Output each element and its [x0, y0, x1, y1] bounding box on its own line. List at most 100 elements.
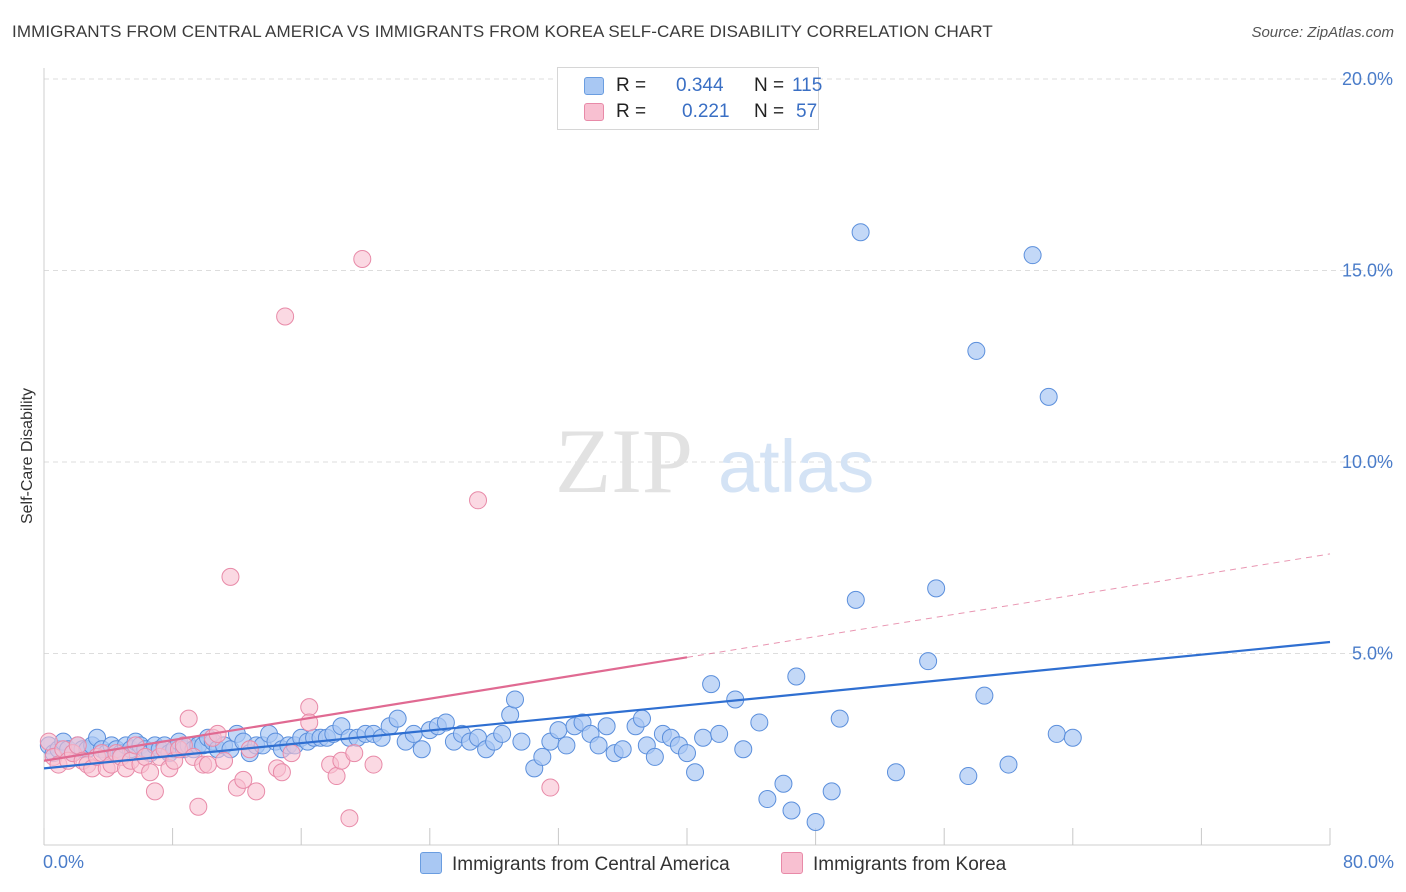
data-point-central-america — [436, 713, 455, 732]
data-point-central-america — [830, 709, 849, 728]
y-tick-labels: 5.0% 10.0% 15.0% 20.0% — [1342, 69, 1393, 664]
data-point-central-america — [404, 724, 423, 743]
data-point-central-america — [806, 813, 825, 832]
data-point-central-america — [589, 736, 608, 755]
legend-n-label: N = — [754, 101, 785, 122]
bottom-legend-korea: Immigrants from Korea — [781, 852, 1006, 876]
data-point-central-america — [967, 341, 986, 360]
data-point-korea — [141, 763, 160, 782]
data-point-central-america — [645, 747, 664, 766]
bottom-legend-label: Immigrants from Korea — [813, 854, 1007, 875]
bottom-legend-central-america: Immigrants from Central America — [420, 852, 730, 876]
data-point-central-america — [758, 790, 777, 809]
data-point-korea — [145, 782, 164, 801]
data-point-central-america — [1023, 246, 1042, 265]
watermark: ZIP atlas — [555, 410, 874, 512]
data-point-korea — [345, 744, 364, 763]
x-tick-min: 0.0% — [43, 852, 85, 872]
trend-lines — [43, 553, 1331, 770]
data-point-korea — [68, 736, 87, 755]
data-point-korea — [353, 250, 372, 269]
bottom-legend-swatch-blue — [420, 852, 442, 874]
data-point-central-america — [1039, 387, 1058, 406]
data-point-korea — [189, 797, 208, 816]
data-point-central-america — [694, 728, 713, 747]
data-point-central-america — [1063, 728, 1082, 747]
data-point-central-america — [999, 755, 1018, 774]
legend-r-value: 0.344 — [676, 75, 724, 96]
watermark-zip: ZIP — [555, 410, 693, 512]
bottom-legend-swatch-pink — [781, 852, 803, 874]
grid-lines — [44, 78, 1390, 654]
data-point-korea — [179, 709, 198, 728]
legend-swatch-pink — [584, 103, 604, 121]
trend-line-korea-extension — [686, 553, 1331, 658]
data-point-korea — [340, 809, 359, 828]
data-point-central-america — [927, 579, 946, 598]
legend-n-value: 115 — [792, 75, 823, 96]
data-point-central-america — [549, 721, 568, 740]
data-point-central-america — [686, 763, 705, 782]
axes — [43, 68, 1331, 846]
y-tick-label: 20.0% — [1342, 69, 1393, 89]
data-point-central-america — [822, 782, 841, 801]
data-point-central-america — [678, 744, 696, 763]
bottom-legend-label: Immigrants from Central America — [452, 854, 730, 875]
data-point-korea — [234, 770, 253, 789]
series-central-america-points — [39, 223, 1082, 832]
data-point-central-america — [597, 717, 616, 736]
data-point-korea — [541, 778, 560, 797]
data-point-central-america — [846, 590, 865, 609]
data-point-korea — [221, 567, 240, 586]
data-point-korea — [276, 307, 295, 326]
legend-r-label: R = — [616, 101, 647, 122]
data-point-central-america — [412, 740, 431, 759]
y-tick-label: 10.0% — [1342, 452, 1393, 472]
data-point-central-america — [919, 652, 938, 671]
trend-line-korea — [43, 656, 688, 762]
data-point-central-america — [774, 774, 793, 793]
data-point-korea — [282, 744, 301, 763]
data-point-korea — [198, 755, 217, 774]
trend-line-central-america — [43, 640, 1331, 770]
data-point-korea — [327, 767, 346, 786]
y-tick-label: 15.0% — [1342, 261, 1393, 281]
data-point-korea — [247, 782, 266, 801]
data-point-central-america — [782, 801, 801, 820]
legend-n-label: N = — [754, 75, 785, 96]
data-point-central-america — [959, 767, 978, 786]
data-point-central-america — [493, 724, 512, 743]
data-point-central-america — [734, 740, 753, 759]
data-point-central-america — [388, 709, 407, 728]
data-point-central-america — [1047, 724, 1066, 743]
x-tick-max: 80.0% — [1342, 852, 1394, 872]
data-point-central-america — [557, 736, 576, 755]
correlation-legend: R = 0.344 N = 115 R = 0.221 N = 57 — [557, 67, 823, 130]
data-point-korea — [364, 755, 383, 774]
data-point-korea — [469, 491, 488, 510]
legend-n-value: 57 — [796, 101, 818, 122]
data-point-central-america — [886, 763, 905, 782]
source-credit: Source: ZipAtlas.com — [1251, 24, 1394, 41]
data-point-korea — [215, 751, 234, 770]
data-point-central-america — [505, 690, 524, 709]
data-point-central-america — [613, 740, 632, 759]
watermark-atlas: atlas — [718, 425, 874, 508]
series-korea-points — [39, 250, 560, 828]
data-point-central-america — [533, 747, 552, 766]
y-tick-label: 5.0% — [1352, 644, 1393, 664]
data-point-central-america — [851, 223, 870, 242]
legend-swatch-blue — [584, 77, 604, 95]
data-point-korea — [300, 698, 319, 717]
data-point-central-america — [750, 713, 769, 732]
data-point-central-america — [702, 675, 721, 694]
data-point-central-america — [787, 667, 806, 686]
data-point-central-america — [710, 724, 729, 743]
data-point-central-america — [975, 686, 994, 705]
legend-r-value: 0.221 — [682, 101, 730, 122]
data-point-central-america — [512, 732, 531, 751]
data-point-central-america — [632, 709, 651, 728]
chart-title: IMMIGRANTS FROM CENTRAL AMERICA VS IMMIG… — [12, 22, 993, 41]
legend-r-label: R = — [616, 75, 647, 96]
